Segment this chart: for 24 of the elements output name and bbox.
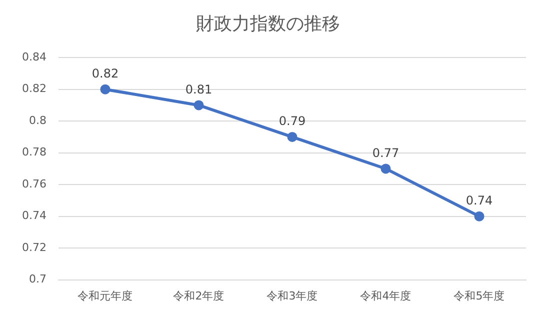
data-label: 0.77 bbox=[372, 146, 400, 160]
point bbox=[474, 211, 484, 222]
point bbox=[380, 164, 391, 174]
y-tick-label: 0.7 bbox=[28, 272, 46, 286]
chart-title: 財政力指数の推移 bbox=[196, 13, 340, 34]
y-tick-label: 0.84 bbox=[22, 50, 46, 64]
point bbox=[100, 84, 110, 94]
x-tick-label: 令和3年度 bbox=[266, 289, 318, 302]
point bbox=[287, 132, 298, 142]
y-tick-label: 0.8 bbox=[28, 114, 46, 127]
y-tick-label: 0.74 bbox=[22, 209, 46, 222]
y-tick-label: 0.76 bbox=[22, 177, 46, 190]
x-tick-label: 令和元年度 bbox=[78, 289, 133, 302]
y-tick-label: 0.78 bbox=[22, 146, 46, 159]
data-label: 0.82 bbox=[92, 66, 119, 80]
data-label: 0.74 bbox=[466, 193, 493, 208]
x-tick-label: 令和2年度 bbox=[173, 289, 224, 302]
y-tick-label: 0.82 bbox=[22, 82, 46, 96]
y-tick-label: 0.72 bbox=[22, 240, 46, 254]
data-label: 0.81 bbox=[185, 82, 212, 96]
x-tick-label: 令和5年度 bbox=[454, 289, 505, 302]
point bbox=[194, 100, 204, 110]
data-label: 0.79 bbox=[278, 114, 306, 128]
x-tick-label: 令和4年度 bbox=[360, 289, 412, 302]
